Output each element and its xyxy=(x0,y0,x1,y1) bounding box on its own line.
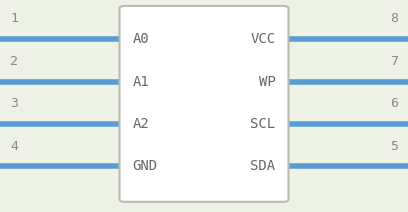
Text: A2: A2 xyxy=(133,117,149,131)
Text: 8: 8 xyxy=(390,13,398,25)
Text: 1: 1 xyxy=(10,13,18,25)
Text: SCL: SCL xyxy=(250,117,275,131)
Text: VCC: VCC xyxy=(250,32,275,46)
Text: 2: 2 xyxy=(10,55,18,68)
Text: A0: A0 xyxy=(133,32,149,46)
Text: 6: 6 xyxy=(390,97,398,110)
Text: 7: 7 xyxy=(390,55,398,68)
Text: A1: A1 xyxy=(133,75,149,89)
Text: 3: 3 xyxy=(10,97,18,110)
Text: 4: 4 xyxy=(10,140,18,153)
FancyBboxPatch shape xyxy=(120,6,288,202)
Text: GND: GND xyxy=(133,159,158,173)
Text: 5: 5 xyxy=(390,140,398,153)
Text: WP: WP xyxy=(259,75,275,89)
Text: SDA: SDA xyxy=(250,159,275,173)
